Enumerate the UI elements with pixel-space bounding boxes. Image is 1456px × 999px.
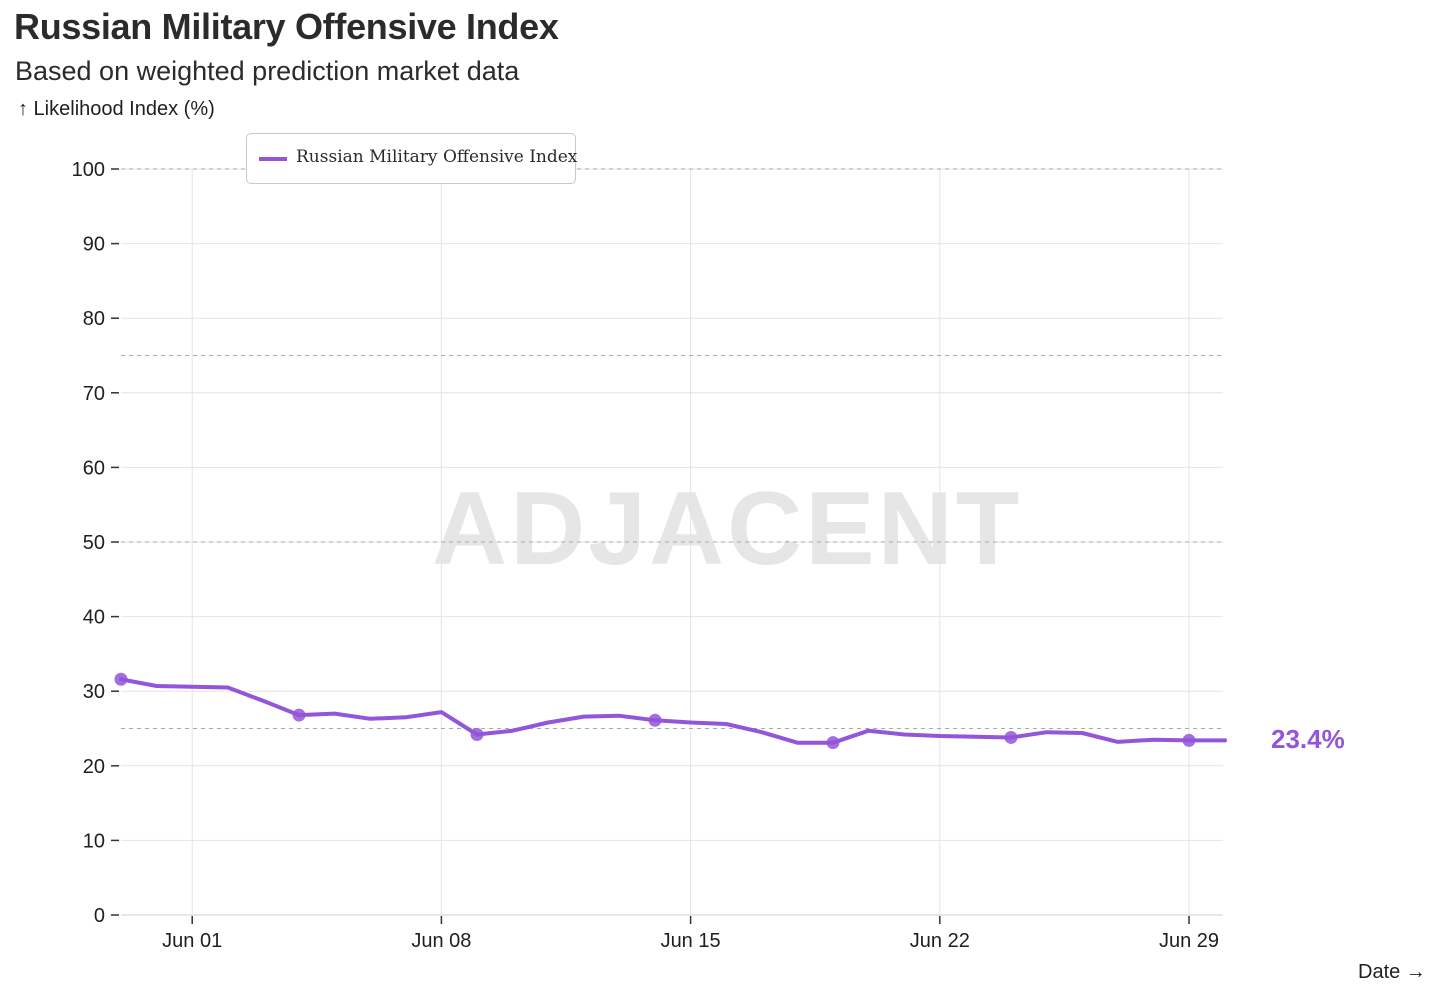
x-axis: Jun 01 Jun 08 Jun 15 Jun 22 Jun 29 [162, 916, 1219, 952]
data-point-marker [470, 727, 484, 741]
grid-layer [121, 168, 1223, 916]
legend: Russian Military Offensive Index [246, 133, 578, 184]
x-tick-label: Jun 22 [910, 930, 970, 952]
legend-label: Russian Military Offensive Index [296, 147, 578, 167]
chart-title: Russian Military Offensive Index [14, 6, 559, 47]
y-axis: 0 10 20 30 40 50 60 70 80 90 100 [72, 159, 119, 927]
y-tick-label: 30 [83, 681, 105, 703]
data-point-marker [1004, 730, 1018, 744]
legend-swatch [259, 157, 287, 161]
y-tick-label: 50 [83, 532, 105, 554]
x-axis-label: Date → [1358, 961, 1426, 983]
y-tick-label: 60 [83, 457, 105, 479]
data-point-marker [292, 708, 306, 722]
x-tick-label: Jun 15 [661, 930, 721, 952]
data-point-marker [114, 672, 128, 686]
x-tick-label: Jun 01 [162, 930, 222, 952]
y-tick-label: 90 [83, 234, 105, 256]
y-tick-label: 100 [72, 159, 105, 181]
data-point-marker [648, 713, 662, 727]
chart-subtitle: Based on weighted prediction market data [15, 56, 520, 86]
y-tick-label: 10 [83, 830, 105, 852]
last-value-label: 23.4% [1271, 724, 1345, 754]
y-tick-label: 0 [94, 905, 105, 927]
x-tick-label: Jun 08 [411, 930, 471, 952]
data-point-marker [1182, 733, 1196, 747]
reference-lines [121, 168, 1223, 729]
y-tick-label: 40 [83, 607, 105, 629]
series-layer [114, 672, 1227, 750]
y-tick-label: 70 [83, 383, 105, 405]
x-tick-label: Jun 29 [1159, 930, 1219, 952]
y-axis-label: ↑ Likelihood Index (%) [18, 98, 215, 120]
data-point-marker [826, 736, 840, 750]
series-line [119, 677, 1227, 745]
y-tick-label: 20 [83, 756, 105, 778]
y-tick-label: 80 [83, 308, 105, 330]
